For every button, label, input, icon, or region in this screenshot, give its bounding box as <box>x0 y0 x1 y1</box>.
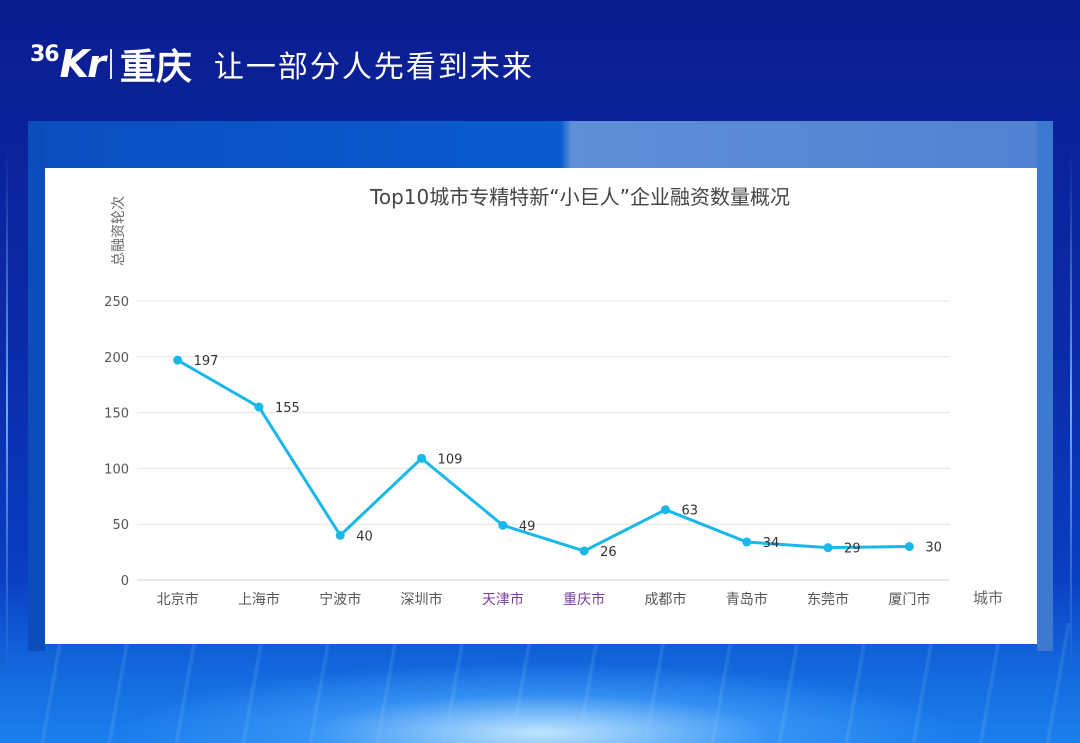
header: 36 Kr 重庆 让一部分人先看到未来 <box>30 38 534 90</box>
x-tick-label: 北京市 <box>157 591 199 608</box>
x-tick-label: 天津市 <box>482 591 524 608</box>
x-axis-label: 城市 <box>973 589 1003 607</box>
data-point <box>417 453 427 463</box>
series-line-path <box>176 358 911 553</box>
grid <box>137 300 950 581</box>
data-label: 63 <box>681 504 698 519</box>
chart-panel: Top10城市专精特新“小巨人”企业融资数量概况 总融资轮次 城市 0 50 100… <box>45 168 1037 644</box>
x-tick-label: 青岛市 <box>726 591 768 608</box>
logo-kr: Kr <box>59 42 106 86</box>
x-tick-label: 重庆市 <box>563 591 605 608</box>
logo-separator <box>109 49 112 79</box>
data-label: 109 <box>438 452 463 467</box>
y-tick-label: 200 <box>104 351 129 366</box>
data-point <box>335 530 345 540</box>
data-label: 40 <box>356 529 373 544</box>
logo-number: 36 <box>30 41 60 67</box>
data-label: 29 <box>844 542 861 557</box>
x-tick-label: 上海市 <box>238 591 280 608</box>
x-tick-label: 宁波市 <box>319 591 361 608</box>
panel-frame-left <box>28 121 45 651</box>
data-label: 155 <box>275 401 300 416</box>
data-label: 197 <box>194 354 219 369</box>
x-tick-label: 东莞市 <box>807 591 849 608</box>
y-tick-label: 250 <box>104 295 129 310</box>
y-tick-label: 50 <box>112 518 129 533</box>
chart-title: Top10城市专精特新“小巨人”企业融资数量概况 <box>369 185 790 209</box>
x-ticks: 北京市 上海市 宁波市 深圳市 天津市 重庆市 成都市 青岛市 东莞市 厦门市 <box>157 591 931 608</box>
data-point <box>254 402 264 412</box>
data-point <box>579 546 589 556</box>
panel-frame-right <box>1037 121 1053 651</box>
slogan: 让一部分人先看到未来 <box>213 50 534 85</box>
y-tick-label: 150 <box>104 407 129 422</box>
data-label: 26 <box>600 545 617 560</box>
data-label: 34 <box>763 536 780 551</box>
x-tick-label: 深圳市 <box>401 591 443 608</box>
data-point <box>173 355 183 365</box>
panel-frame-top <box>28 121 1053 173</box>
x-tick-label: 成都市 <box>644 591 686 608</box>
data-point <box>660 505 670 515</box>
y-axis-label: 总融资轮次 <box>111 196 127 266</box>
data-point <box>742 537 752 547</box>
y-ticks: 0 50 100 150 200 250 <box>104 295 129 589</box>
left-edge-line <box>6 150 8 670</box>
data-labels: 197 155 40 109 49 26 63 34 29 30 <box>194 354 942 560</box>
data-point <box>823 543 833 553</box>
data-points <box>173 355 914 556</box>
series-line <box>176 358 911 553</box>
line-chart: Top10城市专精特新“小巨人”企业融资数量概况 总融资轮次 城市 0 50 100… <box>104 185 1003 608</box>
logo-city: 重庆 <box>119 47 192 88</box>
data-label: 49 <box>519 519 536 534</box>
y-tick-label: 0 <box>121 574 129 589</box>
right-edge-line <box>1070 150 1072 670</box>
y-tick-label: 100 <box>104 462 129 477</box>
data-point <box>904 542 914 552</box>
data-label: 30 <box>925 541 942 556</box>
x-tick-label: 厦门市 <box>888 591 930 608</box>
data-point <box>498 520 508 530</box>
